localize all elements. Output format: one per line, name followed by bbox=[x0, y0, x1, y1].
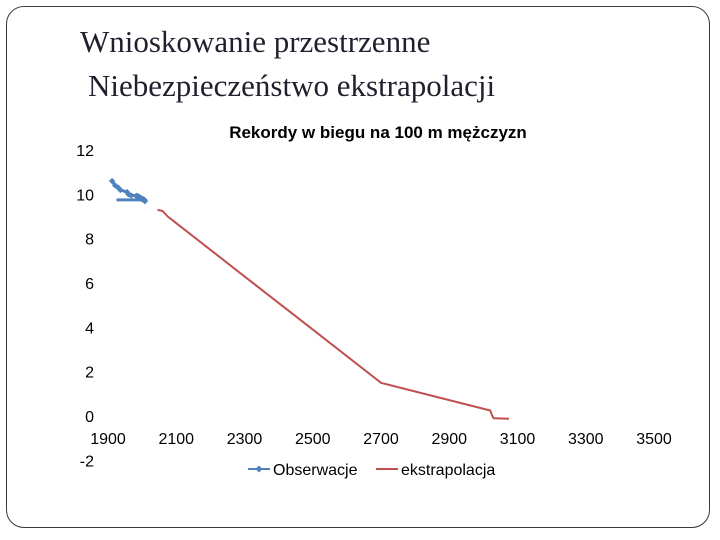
y-tick-label: 8 bbox=[85, 232, 94, 249]
y-axis-ticks: 12 10 8 6 4 2 0 -2 bbox=[76, 143, 94, 470]
series-observations-point bbox=[128, 192, 135, 199]
y-tick-label: 6 bbox=[85, 276, 94, 293]
y-tick-label: -2 bbox=[80, 453, 94, 470]
series-observations-point bbox=[141, 198, 149, 205]
legend-observations-label: Obserwacje bbox=[273, 462, 358, 479]
series-layer bbox=[108, 177, 510, 420]
chart-title: Rekordy w biegu na 100 m mężczyzn bbox=[229, 123, 527, 142]
slide-frame bbox=[6, 6, 710, 528]
legend-observations-marker bbox=[255, 465, 263, 473]
series-observations-point bbox=[108, 177, 116, 185]
x-tick-label: 2700 bbox=[363, 431, 399, 448]
y-tick-label: 10 bbox=[76, 187, 94, 204]
series-observations-point bbox=[117, 186, 124, 194]
x-tick-label: 2500 bbox=[295, 431, 331, 448]
x-tick-label: 3100 bbox=[500, 431, 536, 448]
x-tick-label: 1900 bbox=[90, 431, 126, 448]
y-tick-label: 4 bbox=[85, 320, 94, 337]
x-tick-label: 2900 bbox=[431, 431, 467, 448]
x-tick-label: 2100 bbox=[158, 431, 194, 448]
y-tick-label: 12 bbox=[76, 143, 94, 160]
y-tick-label: 0 bbox=[85, 409, 94, 426]
x-tick-label: 2300 bbox=[227, 431, 263, 448]
series-extrapolation-line bbox=[157, 208, 510, 420]
legend: Obserwacje ekstrapolacja bbox=[248, 462, 495, 479]
slide-title-line-2: Niebezpieczeństwo ekstrapolacji bbox=[88, 68, 496, 103]
x-tick-label: 3500 bbox=[636, 431, 672, 448]
x-axis-ticks: 1900 2100 2300 2500 2700 2900 3100 3300 3500 bbox=[90, 431, 672, 448]
x-tick-label: 3300 bbox=[568, 431, 604, 448]
y-tick-label: 2 bbox=[85, 365, 94, 382]
slide-title-line-1: Wnioskowanie przestrzenne bbox=[80, 24, 431, 59]
legend-extrapolation-label: ekstrapolacja bbox=[401, 462, 495, 479]
